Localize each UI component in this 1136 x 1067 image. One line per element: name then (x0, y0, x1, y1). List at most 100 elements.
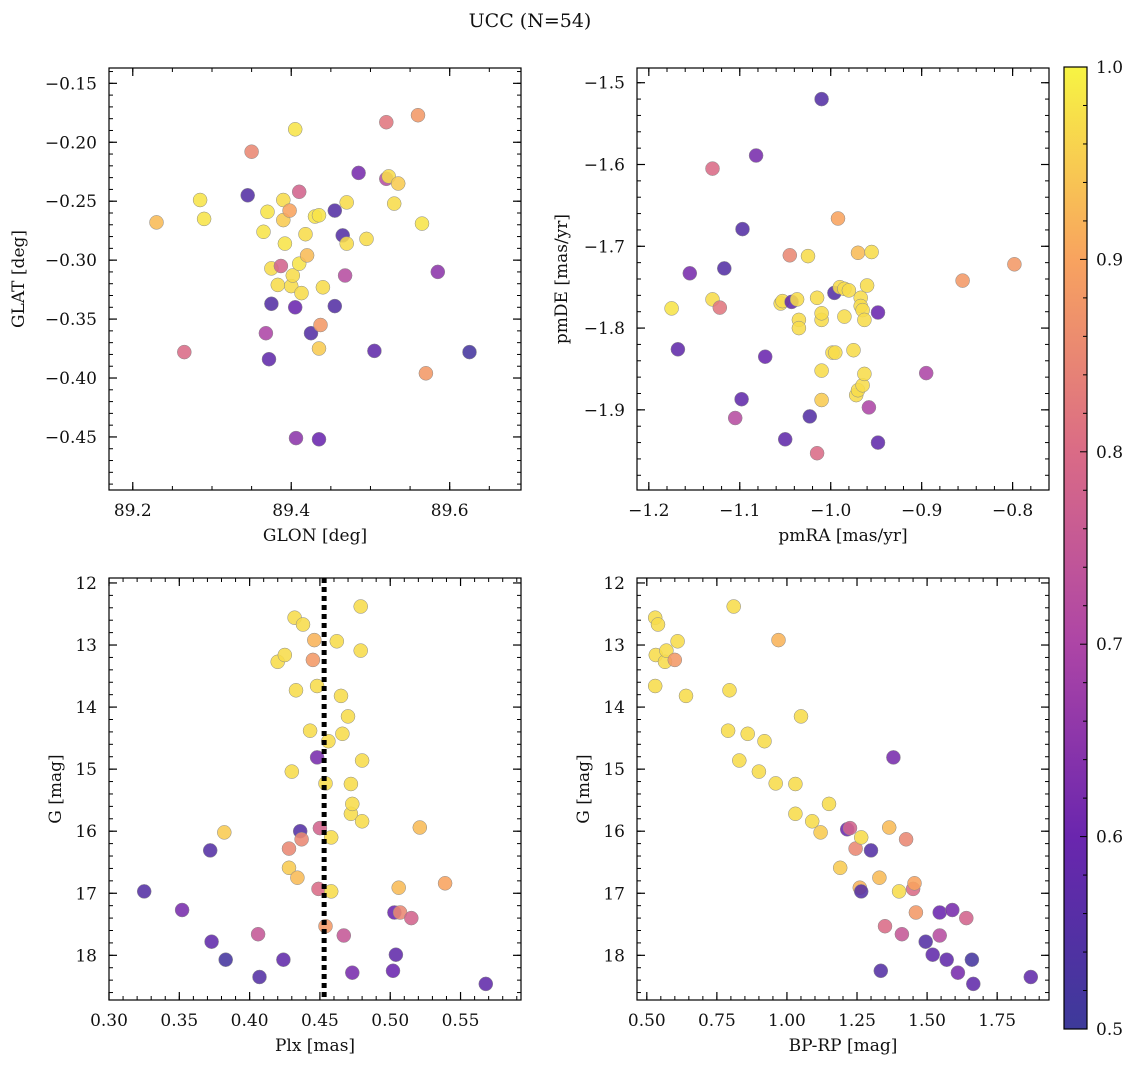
data-point (311, 208, 327, 223)
data-point (354, 814, 370, 829)
data-point (282, 203, 297, 218)
x-tick-label: 0.30 (90, 1011, 128, 1031)
colorbar-tick-label: 0.8 (1096, 443, 1123, 463)
data-point (276, 192, 291, 208)
data-point (337, 268, 353, 283)
colorbar-tick-label: 0.5 (1096, 1020, 1123, 1040)
data-point (391, 880, 406, 895)
data-point (842, 820, 858, 836)
data-point (857, 366, 872, 382)
axes-frame (636, 577, 1050, 1001)
data-point (789, 292, 805, 307)
data-point (841, 283, 857, 298)
data-point (814, 91, 829, 107)
x-axis-label: GLON [deg] (263, 526, 367, 546)
data-point (667, 652, 683, 668)
y-tick-label: −0.45 (45, 428, 97, 448)
x-axis-label: BP-RP [mag] (789, 1036, 898, 1056)
data-point (295, 617, 311, 632)
y-tick-label: −1.9 (584, 401, 625, 421)
data-point (217, 825, 232, 840)
data-point (418, 366, 434, 381)
y-tick-label: −1.8 (584, 319, 625, 339)
panel-plx-g: 0.30 0.35 0.40 0.45 0.50 0.55 12 13 14 15 16 17 18 Pl… (46, 574, 522, 1056)
data-point (659, 643, 674, 658)
data-point (945, 902, 960, 918)
data-point (898, 832, 914, 847)
data-point (932, 928, 947, 943)
data-point (832, 860, 848, 876)
data-point (955, 273, 970, 288)
x-tick-label: 0.45 (301, 1011, 339, 1031)
x-tick-label: −0.9 (901, 501, 942, 521)
data-point (335, 726, 350, 742)
data-point (722, 683, 737, 698)
data-point (192, 192, 208, 208)
data-point (782, 248, 798, 263)
data-point (264, 296, 279, 312)
y-tick-label: 16 (75, 822, 97, 842)
data-point (323, 884, 339, 899)
data-point (717, 261, 732, 276)
y-tick-label: 12 (603, 574, 625, 594)
y-tick-label: −0.35 (45, 310, 97, 330)
data-point (757, 349, 773, 364)
data-point (430, 264, 446, 280)
x-tick-label: 1.00 (768, 1011, 806, 1031)
data-point (1023, 969, 1039, 985)
y-tick-label: 18 (603, 946, 625, 966)
data-point (290, 870, 305, 885)
colorbar-gradient (1063, 66, 1088, 1030)
data-point (288, 430, 304, 446)
y-axis-label: G [mag] (46, 754, 66, 823)
data-point (678, 688, 694, 704)
data-point (277, 236, 293, 251)
data-point (757, 733, 772, 749)
x-axis-label: Plx [mas] (275, 1036, 355, 1056)
x-tick-label: 1.50 (908, 1011, 946, 1031)
data-point (814, 306, 829, 321)
data-point (853, 830, 869, 845)
data-point (650, 617, 666, 632)
data-point (864, 244, 879, 260)
x-tick-label: −1.0 (810, 501, 851, 521)
colorbar-tick-label: 0.9 (1096, 250, 1123, 270)
data-point (284, 764, 300, 779)
data-point (281, 860, 297, 876)
data-point (311, 432, 327, 447)
data-point (351, 165, 366, 181)
data-point (327, 298, 343, 314)
y-tick-label: −0.30 (45, 251, 97, 271)
data-point (918, 365, 934, 381)
data-point (828, 345, 843, 360)
y-tick-label: 12 (75, 574, 97, 594)
data-point (177, 344, 192, 360)
x-tick-label: 1.25 (838, 1011, 876, 1031)
y-tick-label: −1.5 (584, 74, 625, 94)
data-point (788, 776, 803, 792)
data-point (174, 902, 190, 918)
data-point (287, 300, 303, 315)
data-point (462, 344, 477, 360)
data-point (872, 870, 887, 885)
data-point (1007, 257, 1022, 272)
y-tick-label: 15 (603, 760, 625, 780)
data-point (837, 309, 852, 324)
data-point (303, 325, 319, 341)
data-point (277, 647, 293, 663)
data-point (771, 632, 786, 648)
data-point (285, 268, 301, 283)
data-point (345, 965, 360, 980)
axes-frame (108, 577, 522, 1001)
data-point (302, 723, 318, 738)
data-point (857, 312, 872, 328)
data-point (894, 926, 910, 942)
panel-bprp-g: 0.50 0.75 1.00 1.25 1.50 1.75 12 13 14 15 16 17 18 BP… (574, 574, 1050, 1056)
data-point (386, 196, 402, 211)
data-point (307, 632, 322, 648)
y-axis-label: GLAT [deg] (9, 230, 29, 328)
colorbar-tick-label: 0.7 (1096, 635, 1123, 655)
data-point (343, 776, 359, 792)
data-point (437, 876, 453, 891)
data-point (340, 709, 356, 724)
